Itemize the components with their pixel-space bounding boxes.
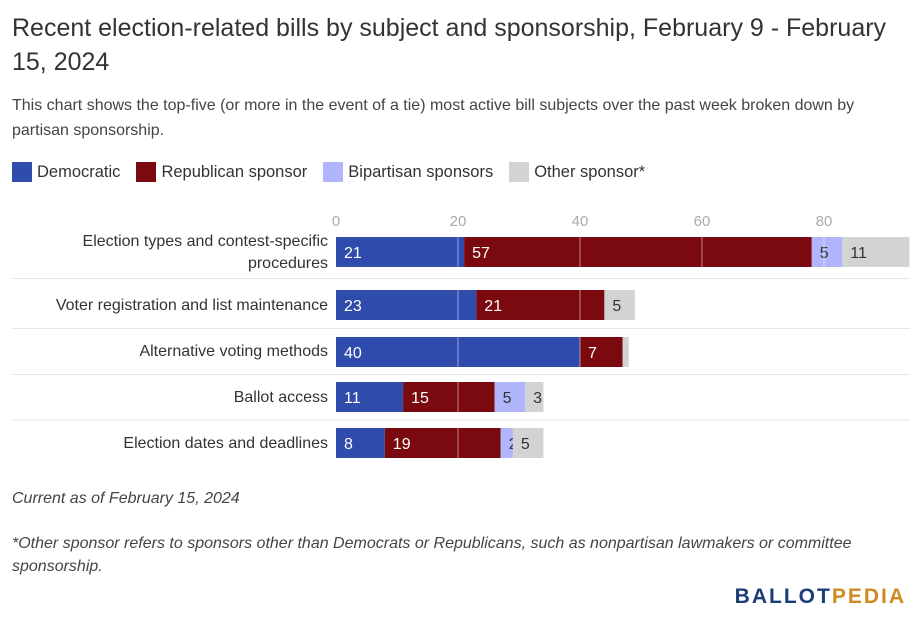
category-label: Alternative voting methods [139,343,328,360]
bar-segment [622,337,629,367]
bar-segment [476,290,605,320]
category-label: procedures [248,255,328,272]
x-tick-label: 20 [450,213,467,230]
legend-swatch [323,162,344,182]
data-label: 3 [533,390,542,407]
data-label: 21 [344,245,362,262]
bar-segment [384,428,501,458]
bar-chart: 0 20 40 60 80 Election types and contest-spec… [12,213,910,462]
legend-item: Democratic [12,162,120,182]
bar-segment [842,237,910,267]
data-label: 11 [850,245,867,262]
data-label: 23 [344,298,362,315]
legend-item: Bipartisan sponsors [323,162,493,182]
bar-segment [403,382,495,412]
data-label: 8 [344,436,353,453]
bar-segment [336,337,580,367]
data-label: 5 [503,390,512,407]
legend-swatch [136,162,157,182]
data-label: 5 [612,298,621,315]
x-tick-label: 0 [332,213,340,230]
legend-label: Democratic [37,162,121,181]
chart-title: Recent election-related bills by subject… [12,14,887,76]
x-tick-label: 80 [816,213,833,230]
bar-segment [811,237,843,267]
chart-subtitle: This chart shows the top-five (or more i… [12,97,855,139]
x-tick-label: 60 [694,213,711,230]
bar-segment [512,428,544,458]
bar-segment [525,382,544,412]
footnote: *Other sponsor refers to sponsors other … [12,535,852,575]
data-label: 19 [393,436,411,453]
data-label: 15 [411,390,429,407]
legend-item: Republican sponsor [136,162,307,182]
legend-label: Other sponsor* [534,162,646,181]
legend-label: Republican sponsor [161,162,308,181]
bar-segment [336,237,465,267]
legend-item: Other sponsor* [509,162,645,182]
bar-segment [604,290,635,320]
data-label: 57 [472,245,490,262]
data-label: 5 [820,245,829,262]
bar-segment [500,428,513,458]
category-label: Election types and contest-specific [83,233,328,250]
logo-part-ballot: BALLOT [734,585,832,608]
data-label: 11 [344,390,361,407]
legend-swatch [12,162,32,182]
category-label: Voter registration and list maintenance [56,297,328,314]
bar-segment [494,382,526,412]
bar-segment [580,337,623,367]
category-label: Ballot access [234,389,328,406]
logo-part-pedia: PEDIA [831,585,906,608]
legend-swatch [509,162,530,182]
legend-label: Bipartisan sponsors [348,162,494,181]
data-label: 21 [484,298,502,315]
legend: Democratic Republican sponsor Bipartisan s… [12,160,661,184]
bar-segment [336,428,385,458]
ballotpedia-logo: BALLOTPEDIA [735,585,906,609]
data-label: 5 [521,436,530,453]
data-label: 40 [344,345,362,362]
category-label: Election dates and deadlines [123,435,328,452]
data-label: 7 [588,345,597,362]
x-tick-label: 40 [572,213,589,230]
bar-segment [336,290,477,320]
bar-segment [464,237,812,267]
current-as-of-note: Current as of February 15, 2024 [12,490,240,507]
bar-segment [336,382,404,412]
